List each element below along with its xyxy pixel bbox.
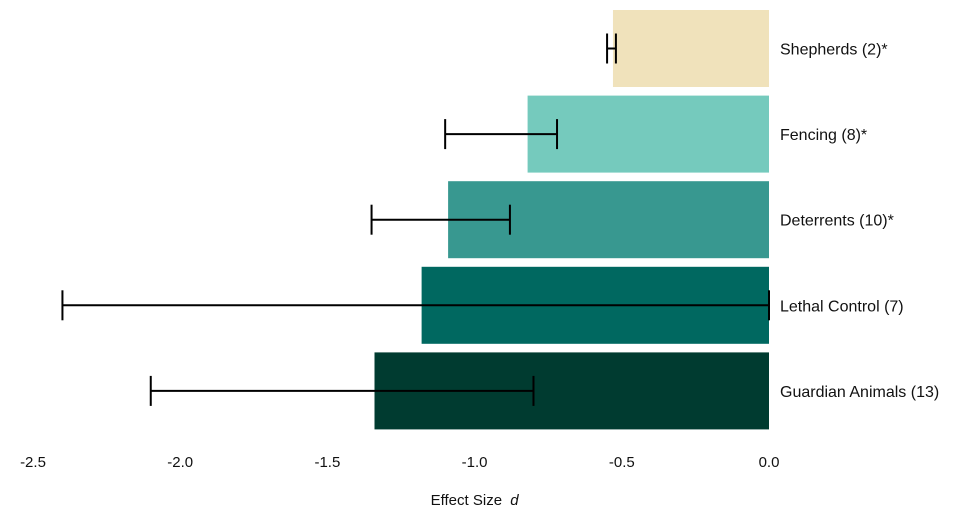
x-axis: -2.5 -2.0 -1.5 -1.0 -0.5 0.0 — [20, 454, 779, 471]
x-tick-label-0: -2.5 — [20, 454, 46, 471]
x-tick-label-4: -0.5 — [609, 454, 635, 471]
x-tick-label-3: -1.0 — [462, 454, 488, 471]
bar-0 — [613, 10, 769, 87]
category-label-1: Fencing (8)* — [780, 127, 867, 144]
category-label-2: Deterrents (10)* — [780, 213, 894, 230]
bar-1 — [528, 96, 769, 173]
x-axis-title-italic: d — [510, 492, 519, 509]
x-tick-label-5: 0.0 — [759, 454, 780, 471]
x-tick-label-1: -2.0 — [167, 454, 193, 471]
category-label-0: Shepherds (2)* — [780, 42, 888, 59]
x-tick-label-2: -1.5 — [314, 454, 340, 471]
x-axis-title-text: Effect Size — [431, 492, 502, 509]
x-axis-title: Effect Size d — [431, 492, 520, 509]
category-label-4: Guardian Animals (13) — [780, 384, 939, 401]
category-label-3: Lethal Control (7) — [780, 298, 904, 315]
category-labels-group: Shepherds (2)* Fencing (8)* Deterrents (10… — [780, 42, 939, 401]
